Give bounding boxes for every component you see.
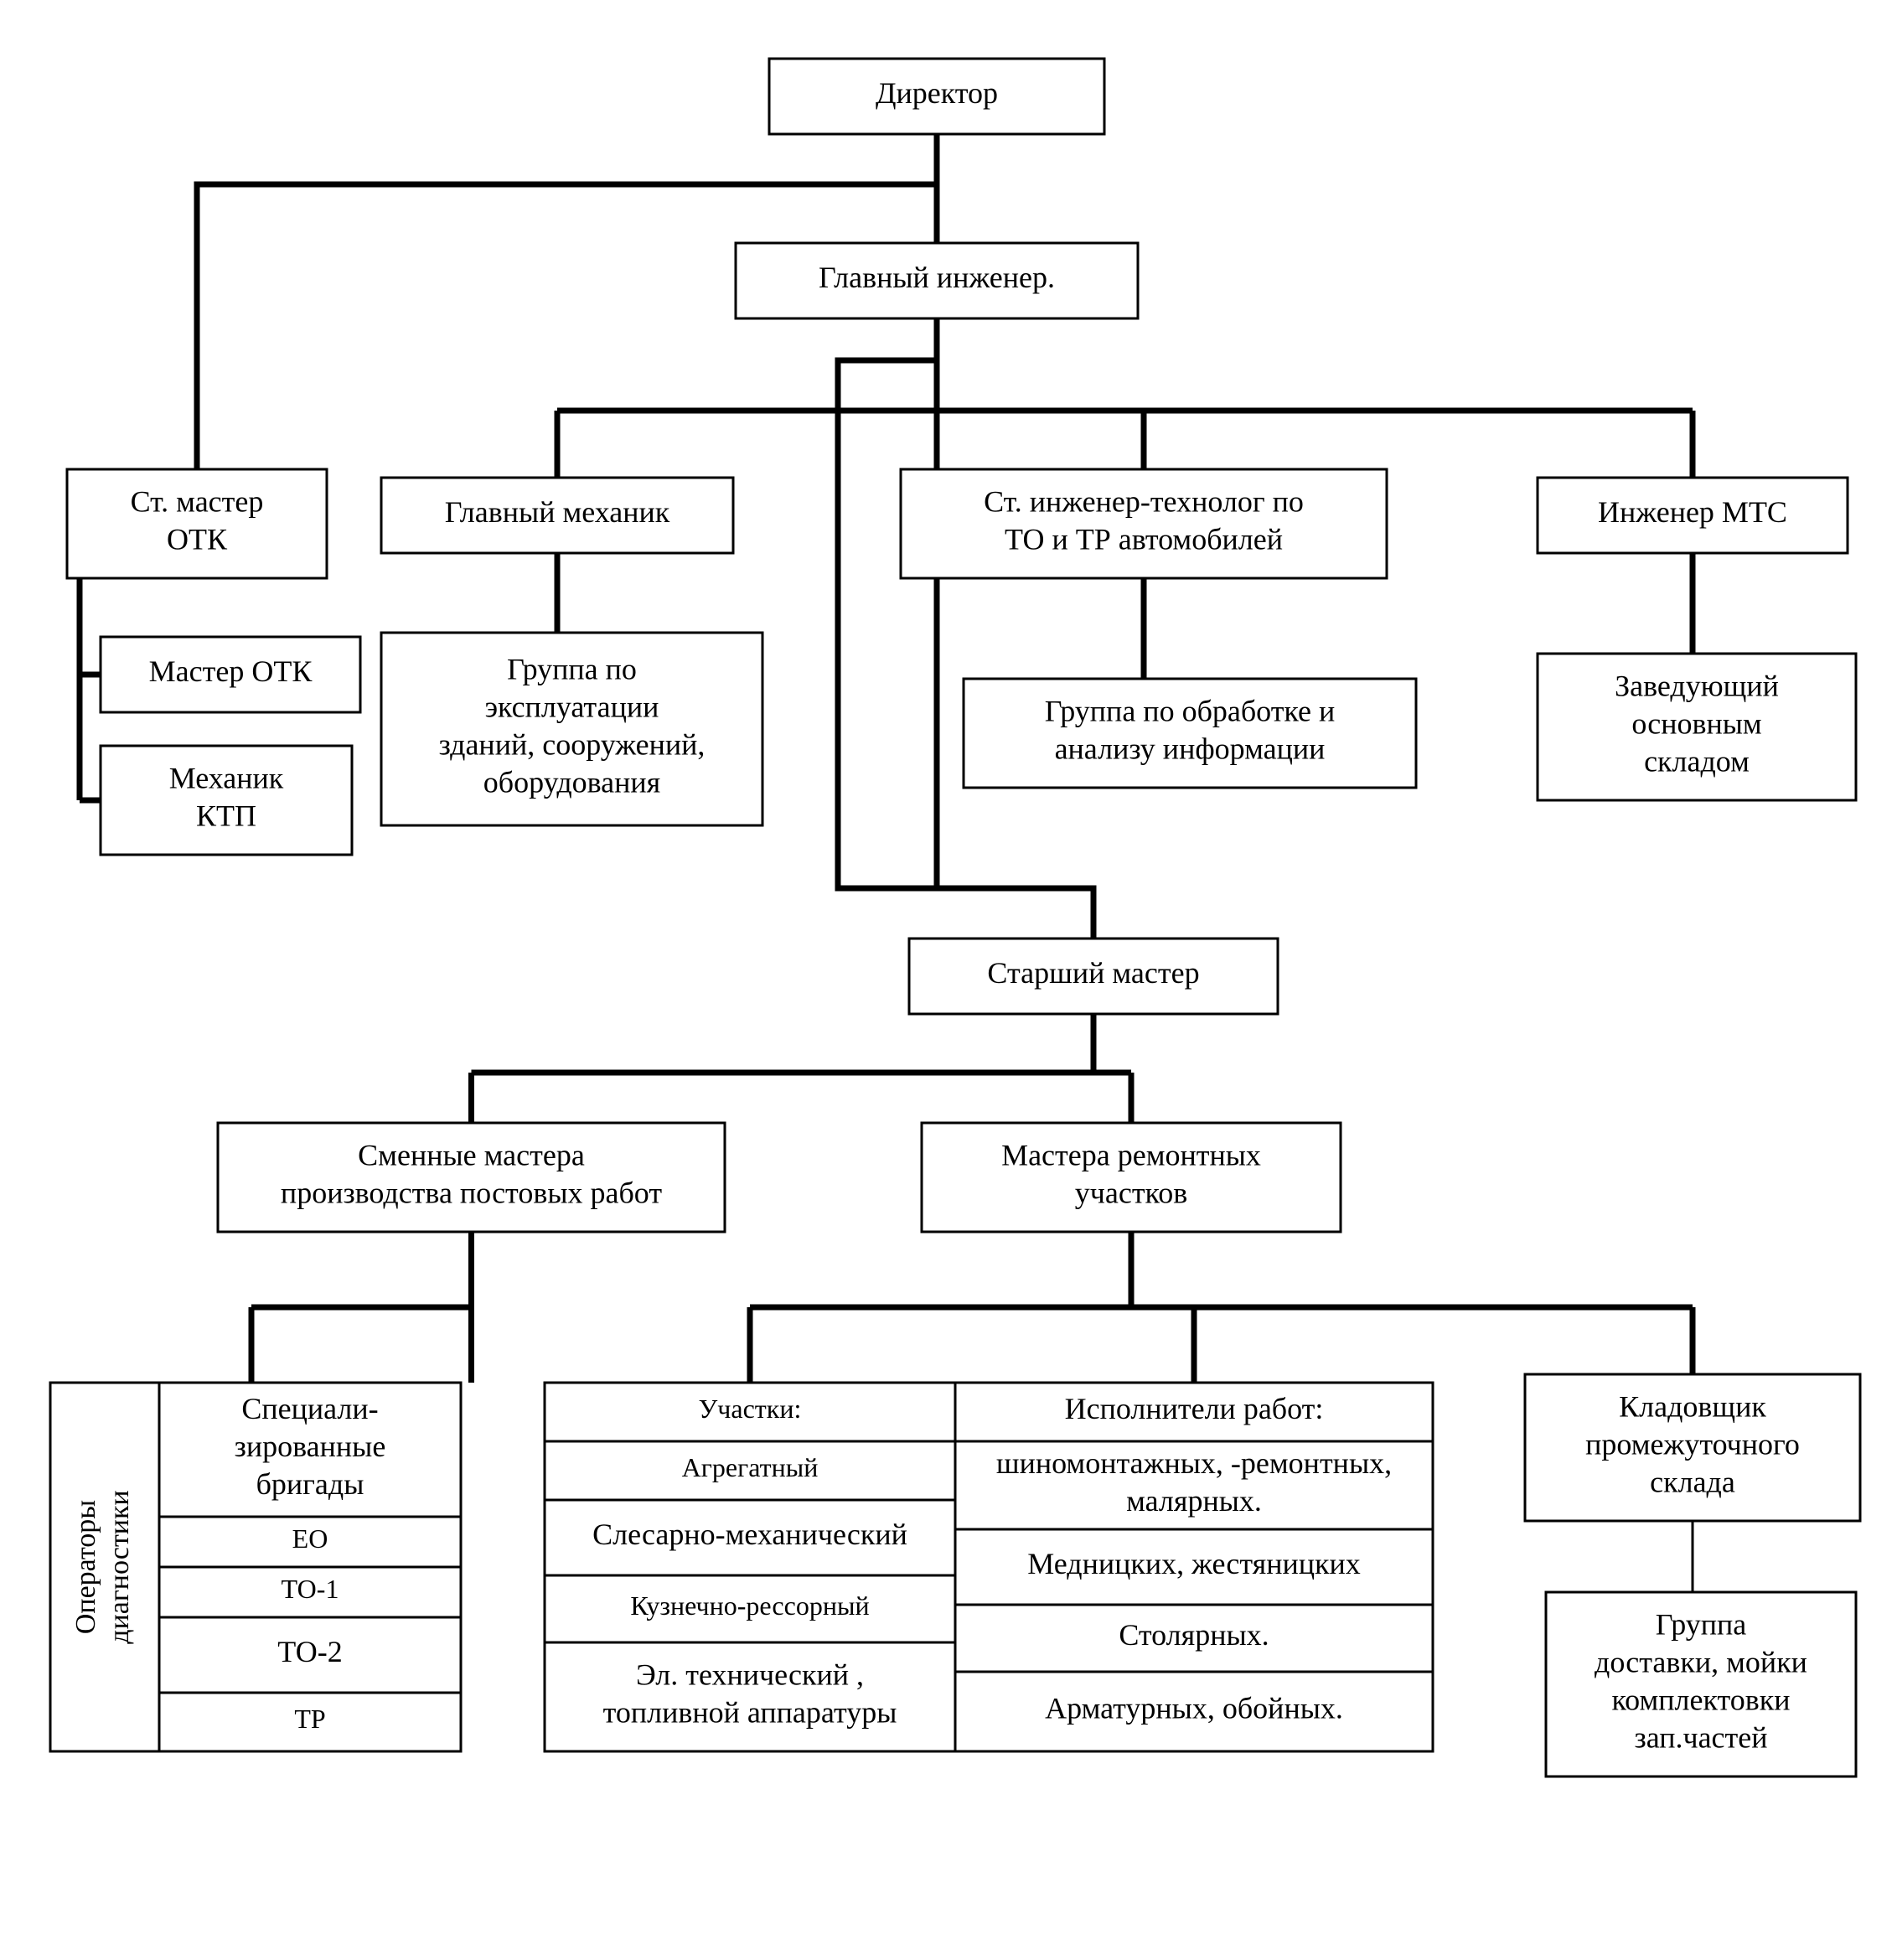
- label-master_otk: Мастер ОТК: [149, 654, 313, 688]
- org-chart: ДиректорГлавный инженер.Ст. мастерОТКГла…: [0, 0, 1897, 1960]
- label-perf_hdr: Исполнители работ:: [1065, 1392, 1324, 1425]
- label-perf_arm: Арматурных, обойных.: [1045, 1692, 1343, 1725]
- label-chief_engineer: Главный инженер.: [819, 261, 1055, 294]
- label-brigade_to1: ТО-1: [282, 1574, 339, 1604]
- label-areas_hdr: Участки:: [699, 1394, 802, 1424]
- label-brigade_eo: ЕО: [292, 1523, 328, 1554]
- label-brigade_to2: ТО-2: [277, 1635, 343, 1668]
- label-perf_carp: Столярных.: [1119, 1618, 1269, 1652]
- label-chief_mech: Главный механик: [445, 495, 670, 529]
- label-eng_mts: Инженер МТС: [1598, 495, 1787, 529]
- label-area_forge: Кузнечно-рессорный: [630, 1590, 869, 1621]
- label-senior_master: Старший мастер: [987, 956, 1199, 990]
- label-perf_copper: Медницких, жестяницких: [1027, 1547, 1361, 1580]
- label-brigades_hdr: Специали-зированныебригады: [235, 1392, 386, 1501]
- label-area_mech: Слесарно-механический: [592, 1518, 907, 1551]
- label-director: Директор: [876, 76, 998, 110]
- label-area_aggr: Агрегатный: [682, 1452, 819, 1482]
- label-brigade_tr: ТР: [294, 1704, 325, 1734]
